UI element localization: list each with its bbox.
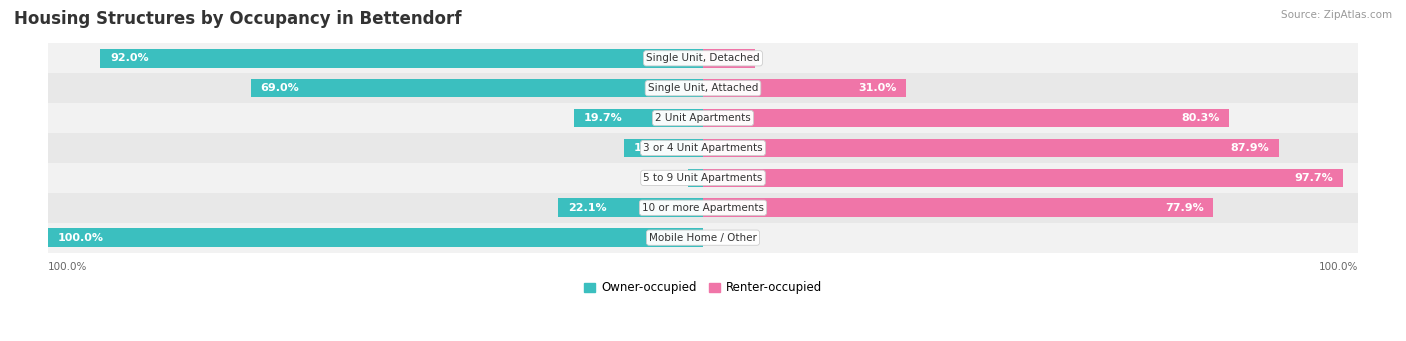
Text: 100.0%: 100.0% [58,233,104,243]
Text: 31.0%: 31.0% [858,83,896,93]
Text: 8.0%: 8.0% [714,53,745,63]
Text: 100.0%: 100.0% [48,262,87,271]
Text: 10 or more Apartments: 10 or more Apartments [643,203,763,213]
Text: 2 Unit Apartments: 2 Unit Apartments [655,113,751,123]
Bar [558,198,703,217]
Bar [703,109,1229,127]
Bar [624,139,703,157]
Text: 77.9%: 77.9% [1164,203,1204,213]
Bar [703,168,1343,187]
Bar [48,223,1358,253]
Text: 22.1%: 22.1% [568,203,606,213]
Bar [703,79,905,98]
Bar [48,163,1358,193]
Bar [703,198,1213,217]
Text: 92.0%: 92.0% [110,53,149,63]
Text: 2.3%: 2.3% [652,173,682,183]
Bar [574,109,703,127]
Text: Single Unit, Detached: Single Unit, Detached [647,53,759,63]
Bar [48,133,1358,163]
Text: 80.3%: 80.3% [1181,113,1219,123]
Text: 100.0%: 100.0% [1319,262,1358,271]
Bar [48,193,1358,223]
Text: Mobile Home / Other: Mobile Home / Other [650,233,756,243]
Bar [688,168,703,187]
Text: 87.9%: 87.9% [1230,143,1270,153]
Text: Source: ZipAtlas.com: Source: ZipAtlas.com [1281,10,1392,20]
Text: 12.1%: 12.1% [634,143,672,153]
Text: 5 to 9 Unit Apartments: 5 to 9 Unit Apartments [644,173,762,183]
Text: 3 or 4 Unit Apartments: 3 or 4 Unit Apartments [643,143,763,153]
Text: 97.7%: 97.7% [1295,173,1333,183]
Text: Single Unit, Attached: Single Unit, Attached [648,83,758,93]
Bar [48,228,703,247]
Text: 19.7%: 19.7% [583,113,623,123]
Bar [100,49,703,68]
Bar [703,49,755,68]
Bar [48,73,1358,103]
Bar [48,43,1358,73]
Legend: Owner-occupied, Renter-occupied: Owner-occupied, Renter-occupied [579,277,827,299]
Bar [250,79,703,98]
Bar [703,139,1279,157]
Text: 0.0%: 0.0% [710,233,738,243]
Text: Housing Structures by Occupancy in Bettendorf: Housing Structures by Occupancy in Bette… [14,10,461,28]
Text: 69.0%: 69.0% [260,83,299,93]
Bar [48,103,1358,133]
